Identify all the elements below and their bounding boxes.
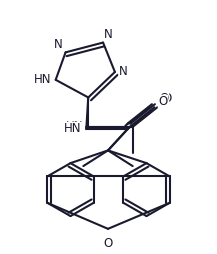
Text: HN: HN bbox=[64, 122, 81, 135]
Text: N: N bbox=[54, 38, 62, 51]
Text: N: N bbox=[119, 66, 128, 78]
Text: O: O bbox=[158, 95, 168, 108]
Text: O: O bbox=[103, 237, 113, 250]
Text: O: O bbox=[162, 92, 172, 105]
Text: HN: HN bbox=[66, 120, 83, 133]
Text: N: N bbox=[104, 28, 113, 41]
Text: HN: HN bbox=[34, 73, 52, 86]
Text: O: O bbox=[159, 92, 169, 105]
